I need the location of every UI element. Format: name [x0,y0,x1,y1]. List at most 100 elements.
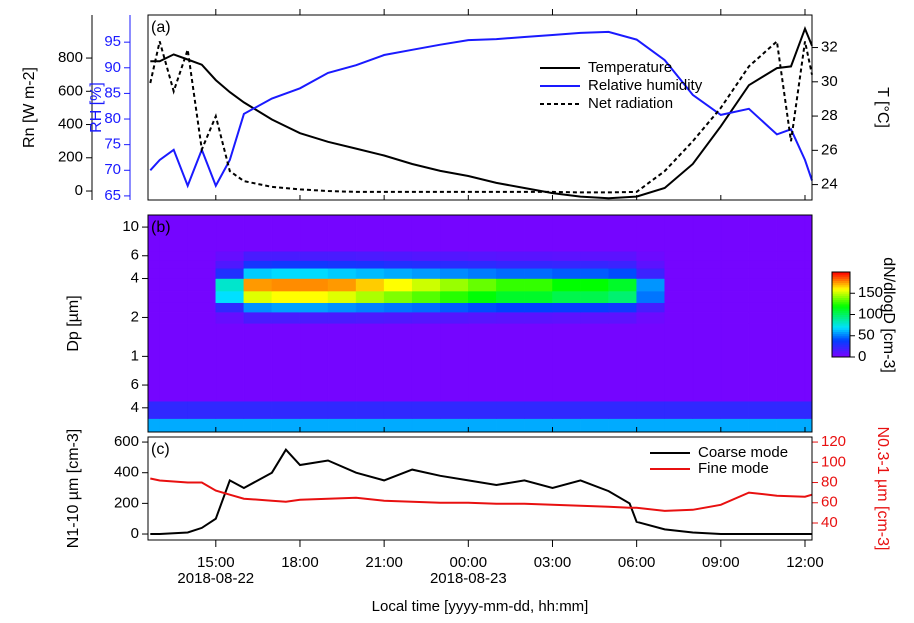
y-tick-label: 60 [821,494,838,511]
y-axis-title: N0.3-1 µm [cm-3] [874,427,891,551]
colorbar-tick-label: 0 [858,348,866,365]
colorbar-step [832,352,850,356]
heat-cell [776,268,806,279]
y-tick-label: 10 [122,218,139,235]
colorbar-title: dN/dlogD [cm-3] [880,257,897,373]
heat-cell [552,278,581,292]
heat-cell [468,214,497,252]
heat-cell [636,260,665,269]
heat-cell [355,302,385,313]
heat-cell [159,290,188,303]
colorbar-step [832,282,850,286]
colorbar-step [832,329,850,332]
colorbar-step [832,342,850,345]
colorbar-step [832,301,850,305]
heat-cell [524,311,553,324]
colorbar-tick-label: 50 [858,327,875,344]
heat-cell [720,268,750,279]
heat-cell [215,251,245,261]
x-tick-label: 15:00 [197,554,235,571]
y-axis-title: RH [%] [88,82,105,133]
colorbar-step [832,350,850,354]
heat-cell [524,302,553,313]
heat-cell [524,400,553,419]
heat-cell [299,302,329,313]
heat-cell [243,290,273,303]
y-tick-label: 120 [821,433,846,450]
heat-cell [187,302,217,313]
colorbar-step [832,340,850,343]
heat-cell [608,214,637,252]
heat-cell [271,418,301,433]
heat-cell [215,311,245,324]
heat-cell [776,418,806,433]
heat-cell [720,323,750,402]
heat-cell [271,251,301,261]
heat-cell [327,418,357,433]
heat-cell [636,302,665,313]
heat-cell [187,323,217,402]
y-tick-label: 200 [114,494,139,511]
heat-cell [720,302,750,313]
heat-cell [187,311,217,324]
heat-cell [692,323,722,402]
heat-cell [552,302,581,313]
heat-cell [215,400,245,419]
heat-cell [468,290,497,303]
heat-cell [748,400,778,419]
heat-cell [355,268,385,279]
heat-cell [271,400,301,419]
heat-cell [664,400,694,419]
heat-cell [243,251,273,261]
colorbar-step [832,333,850,337]
heat-cell [608,278,637,292]
y-tick-label: 1 [131,347,139,364]
heat-cell [159,418,188,433]
heat-cell [748,268,778,279]
heat-cell [147,278,160,292]
heat-cell [187,251,217,261]
x-tick-label: 00:00 [450,554,488,571]
y-tick-label: 80 [104,110,121,127]
heat-cell [355,251,385,261]
legend-label: Coarse mode [698,444,788,461]
heat-cell [804,214,813,252]
heat-cell [496,260,525,269]
heat-cell [383,268,413,279]
heat-cell [552,251,581,261]
heat-cell [692,214,722,252]
heat-cell [496,311,525,324]
heat-cell [215,260,245,269]
y-tick-label: 400 [58,116,83,133]
heat-cell [215,302,245,313]
colorbar-step [832,291,850,294]
colorbar-step [832,284,850,288]
heat-cell [383,260,413,269]
x-tick-label: 18:00 [281,554,319,571]
heat-cell [748,418,778,433]
legend-label: Fine mode [698,460,769,477]
heat-cell [147,400,160,419]
plot-frame [147,14,813,201]
heat-cell [411,278,441,292]
heat-cell [468,251,497,261]
heat-cell [383,278,413,292]
heat-cell [327,214,357,252]
y-tick-label: 40 [821,514,838,531]
heat-cell [271,268,301,279]
y-tick-label: 32 [821,39,838,56]
heat-cell [147,323,160,402]
heat-cell [147,418,160,433]
heat-cell [720,251,750,261]
heat-cell [383,418,413,433]
heat-cell [383,323,413,402]
heat-cell [159,268,188,279]
heat-cell [215,268,245,279]
heat-cell [187,290,217,303]
heat-cell [580,418,609,433]
heat-cell [411,418,441,433]
heat-cell [496,400,525,419]
heat-cell [440,323,469,402]
heat-cell [748,278,778,292]
colorbar-step [832,346,850,349]
